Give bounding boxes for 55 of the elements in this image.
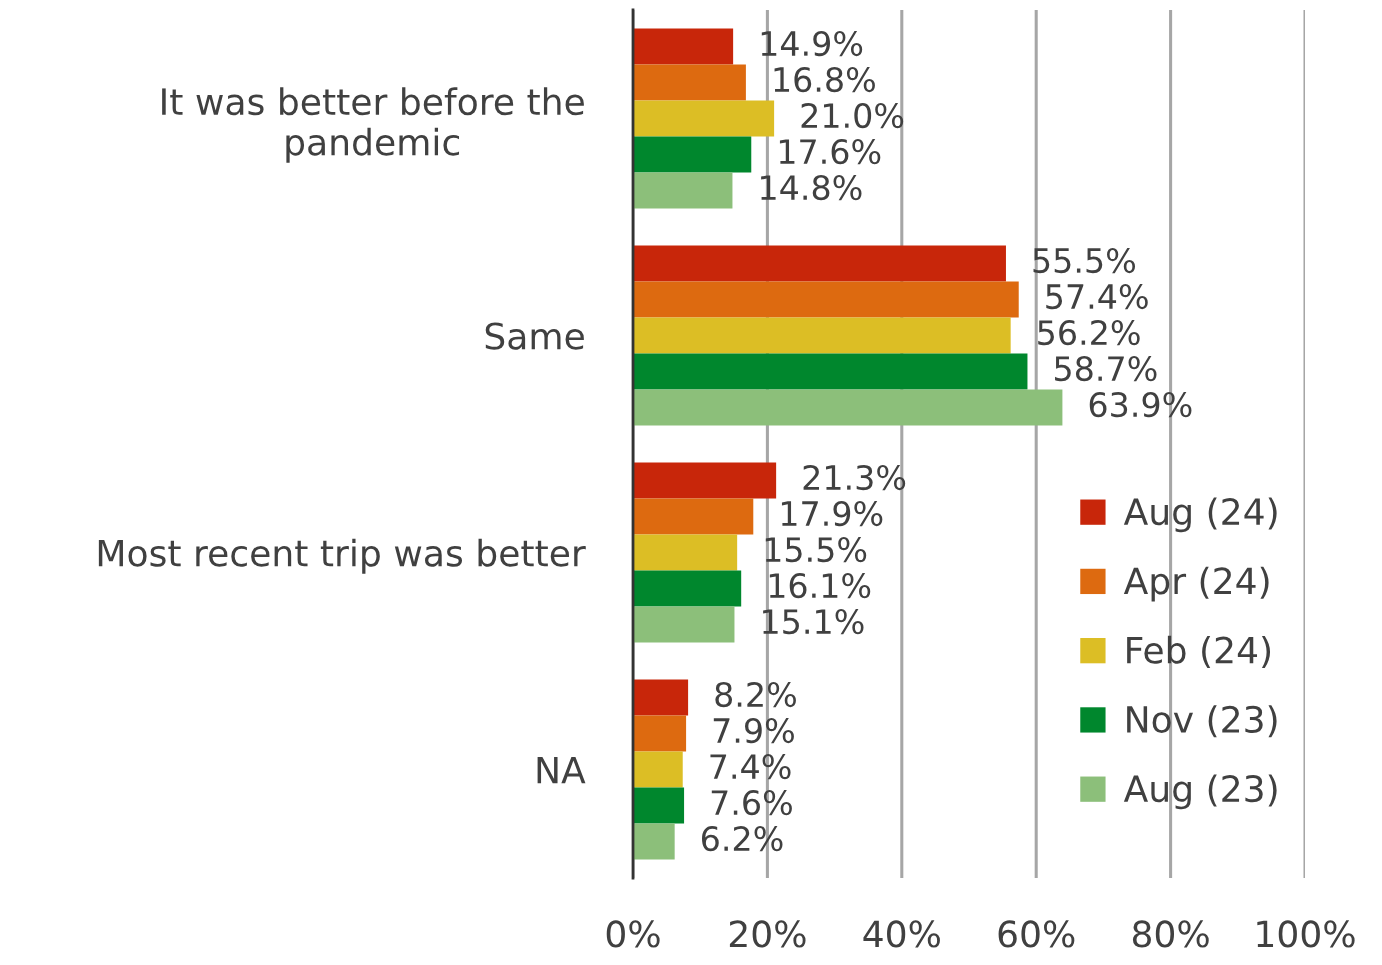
data-label: 58.7% xyxy=(1055,355,1157,382)
data-label: 63.9% xyxy=(1089,392,1192,418)
y-tick-label: Most recent trip was better xyxy=(98,538,586,574)
data-label: 21.0% xyxy=(801,102,904,129)
bar xyxy=(633,245,1006,282)
data-label: 15.1% xyxy=(763,609,864,635)
bar xyxy=(633,28,734,65)
data-label: 55.5% xyxy=(1033,247,1136,274)
y-tick-label: It was better before the pandemic xyxy=(162,87,584,163)
data-label: 17.9% xyxy=(781,500,883,527)
y-tick-label: Same xyxy=(485,322,584,350)
bar xyxy=(633,751,683,788)
legend-label: Aug (23) xyxy=(1123,774,1277,810)
data-label: 21.3% xyxy=(803,464,906,491)
bar xyxy=(633,100,775,137)
data-label: 56.2% xyxy=(1038,319,1140,346)
bar xyxy=(633,281,1019,318)
bar xyxy=(633,136,752,173)
bar xyxy=(633,498,754,535)
data-label: 17.6% xyxy=(779,138,881,165)
x-tick-label: 0% xyxy=(606,920,660,948)
data-label: 15.5% xyxy=(765,536,867,563)
y-tick-label: NA xyxy=(537,756,586,784)
bar xyxy=(633,64,746,101)
data-label: 16.1% xyxy=(769,572,871,599)
bar xyxy=(633,787,685,824)
bar xyxy=(633,353,1028,390)
bar xyxy=(633,570,742,607)
data-label: 6.2% xyxy=(701,826,783,852)
bar xyxy=(633,462,777,499)
bar xyxy=(633,534,738,571)
data-label: 8.2% xyxy=(715,681,796,708)
x-tick-label: 20% xyxy=(729,920,806,948)
legend-label: Aug (24) xyxy=(1123,497,1277,533)
bar xyxy=(633,317,1011,354)
legend-label: Feb (24) xyxy=(1127,635,1271,669)
x-tick-label: 40% xyxy=(863,920,940,948)
data-label: 14.8% xyxy=(761,175,862,201)
legend-label: Apr (24) xyxy=(1123,566,1269,602)
data-label: 57.4% xyxy=(1046,283,1148,310)
bar xyxy=(633,606,735,643)
data-label: 7.9% xyxy=(713,717,794,744)
x-tick-label: 80% xyxy=(1132,920,1209,948)
data-label: 16.8% xyxy=(774,66,875,93)
bar xyxy=(633,823,675,860)
x-tick-label: 100% xyxy=(1257,920,1355,948)
bar xyxy=(633,389,1063,426)
bar xyxy=(633,679,689,716)
data-label: 7.6% xyxy=(711,789,792,816)
x-tick-label: 60% xyxy=(998,920,1075,948)
bar xyxy=(633,172,733,209)
data-label: 14.9% xyxy=(761,30,863,57)
legend-label: Nov (23) xyxy=(1127,705,1277,738)
data-label: 7.4% xyxy=(710,753,791,780)
bar xyxy=(633,715,687,752)
